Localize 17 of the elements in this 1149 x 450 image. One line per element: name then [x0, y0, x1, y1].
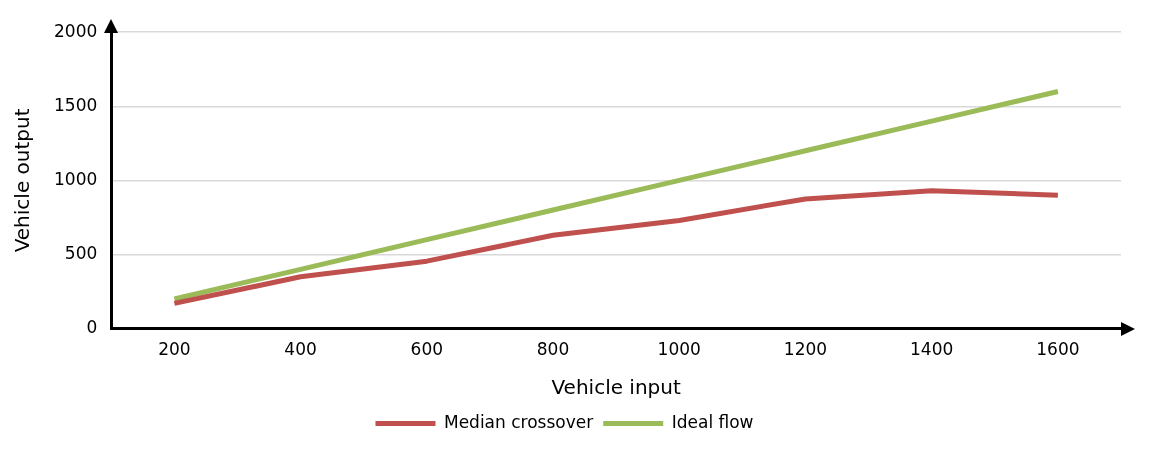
y-tick-label: 1000: [54, 168, 98, 189]
y-tick-label: 0: [86, 317, 98, 338]
y-tick-label: 500: [64, 242, 98, 263]
legend-label: Median crossover: [443, 411, 594, 432]
x-tick-label: 600: [410, 339, 444, 360]
y-tick-label: 2000: [54, 20, 98, 41]
y-axis-title: Vehicle output: [10, 108, 35, 253]
x-tick-label: 200: [158, 339, 191, 360]
x-axis-title: Vehicle input: [551, 375, 681, 400]
x-tick-label: 1200: [783, 339, 828, 360]
y-tick-label: 1500: [54, 94, 98, 115]
x-tick-label: 1600: [1036, 339, 1080, 360]
x-tick-label: 800: [536, 339, 570, 360]
x-tick-label: 1400: [910, 339, 954, 360]
x-tick-label: 1000: [657, 339, 701, 360]
x-tick-label: 400: [284, 339, 317, 360]
legend-label: Ideal flow: [671, 411, 754, 432]
